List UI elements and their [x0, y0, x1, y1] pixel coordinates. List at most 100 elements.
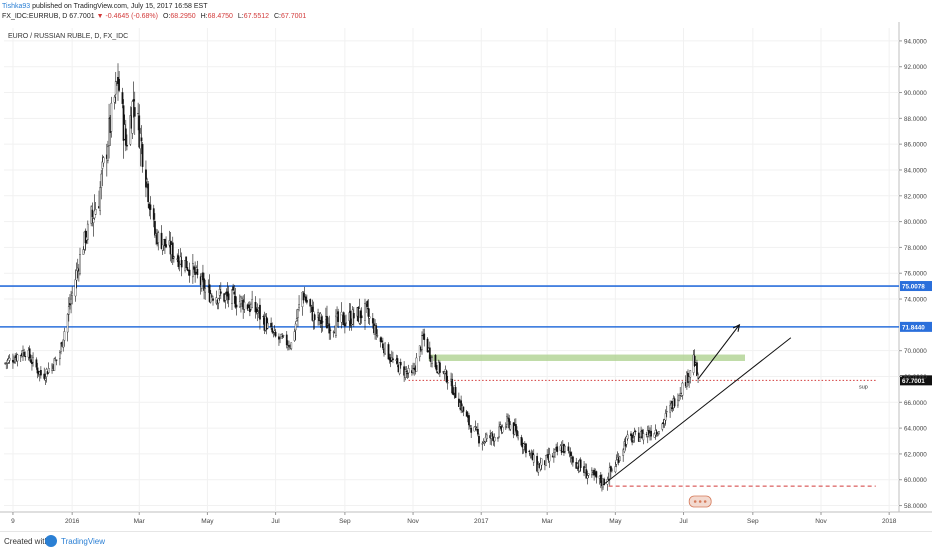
candle-body [522, 443, 525, 450]
candle-body [536, 456, 538, 472]
candle-body [587, 473, 590, 476]
price-chart[interactable]: 75.0078 71.8440 sup 67.7001 58.0000 60.0000 6… [0, 22, 932, 530]
candle-body [460, 400, 462, 411]
candle-body [188, 269, 191, 276]
candle-body [254, 301, 257, 313]
x-tick-label: Sep [339, 518, 351, 525]
candle-body [69, 303, 71, 306]
candle-body [40, 370, 42, 376]
level-price-tag [900, 321, 932, 332]
candle-body [281, 336, 284, 338]
candle-body [173, 256, 175, 259]
candle-body [67, 306, 70, 315]
candle-body [465, 411, 468, 417]
candle-body [481, 443, 484, 445]
candle-body [468, 415, 470, 426]
candle-body [47, 368, 50, 373]
candle-body [633, 431, 636, 437]
x-tick-label: 2016 [65, 518, 80, 525]
candle-body [60, 343, 62, 352]
candle-body [497, 437, 499, 440]
candle-body [428, 347, 431, 359]
candle-body [603, 479, 606, 486]
candle-body [418, 345, 421, 358]
candle-body [298, 304, 300, 308]
candle-body [653, 433, 656, 438]
y-tick-label: 76.0000 [904, 271, 927, 278]
candle-body [241, 298, 243, 301]
candle-body [290, 342, 293, 349]
candle-body [71, 292, 74, 296]
candle-body [282, 335, 285, 337]
candle-body [655, 432, 658, 434]
candle-body [396, 358, 399, 364]
candle-body [121, 92, 124, 104]
candle-body [131, 101, 134, 134]
candle-body [661, 423, 664, 430]
candle-body [313, 314, 316, 320]
candle-body [404, 369, 407, 378]
candle-body [55, 359, 58, 361]
candle-body [696, 362, 698, 376]
tradingview-brand[interactable]: TradingView [61, 537, 106, 546]
candle-body [567, 446, 570, 451]
high-value: 68.4750 [207, 13, 233, 20]
events-marker [688, 495, 712, 508]
candle-body [294, 323, 297, 331]
candle-body [234, 296, 237, 308]
candle-body [86, 223, 89, 240]
y-tick-label: 70.0000 [904, 348, 927, 355]
candle-body [101, 161, 104, 169]
last-price-tag [900, 375, 932, 386]
author-link[interactable]: Tishka93 [2, 3, 31, 10]
candle-body [517, 435, 519, 439]
candle-body [509, 424, 512, 430]
candle-body [310, 305, 313, 306]
candle-body [630, 433, 632, 436]
candle-body [132, 99, 135, 102]
candle-body [483, 441, 486, 443]
candle-body [599, 474, 602, 483]
candle-body [368, 316, 371, 319]
candle-body [160, 232, 163, 249]
candle-body [328, 323, 331, 334]
candle-body [673, 398, 676, 407]
candle-body [219, 291, 222, 294]
candle-body [309, 299, 312, 307]
candle-body [452, 391, 455, 395]
candle-body [208, 284, 211, 302]
candle-body [203, 278, 205, 291]
candle-body [498, 426, 500, 437]
low-value: 67.5512 [243, 13, 270, 20]
y-tick-label: 66.0000 [904, 400, 927, 407]
y-tick-label: 92.0000 [904, 64, 927, 71]
candle-body [632, 437, 635, 441]
candle-body [280, 334, 283, 339]
candle-body [501, 426, 504, 433]
projection-arrow-line [697, 324, 740, 380]
x-tick-label: Nov [815, 518, 827, 525]
candle-body [610, 466, 612, 472]
footer: Created with TradingView [0, 531, 932, 551]
green-zone [428, 354, 745, 361]
candle-body [285, 334, 288, 346]
candle-body [297, 309, 299, 318]
candle-body [235, 304, 238, 308]
x-tick-label: Sep [747, 518, 759, 525]
change-text: -0.4645 (-0.68%) [105, 13, 158, 20]
x-tick-label: Mar [542, 518, 554, 525]
candle-body [367, 308, 370, 317]
candle-body [107, 146, 109, 161]
candle-body [446, 382, 449, 384]
created-with-text: Created with [4, 537, 49, 546]
y-tick-label: 82.0000 [904, 193, 927, 200]
candle-body [256, 311, 259, 314]
candle-body [663, 419, 666, 424]
candle-body [515, 424, 517, 431]
candle-body [625, 436, 628, 445]
candle-body [618, 456, 621, 461]
candle-body [180, 260, 183, 268]
candle-body [435, 365, 438, 371]
candle-body [137, 113, 139, 115]
candle-body [288, 345, 290, 347]
